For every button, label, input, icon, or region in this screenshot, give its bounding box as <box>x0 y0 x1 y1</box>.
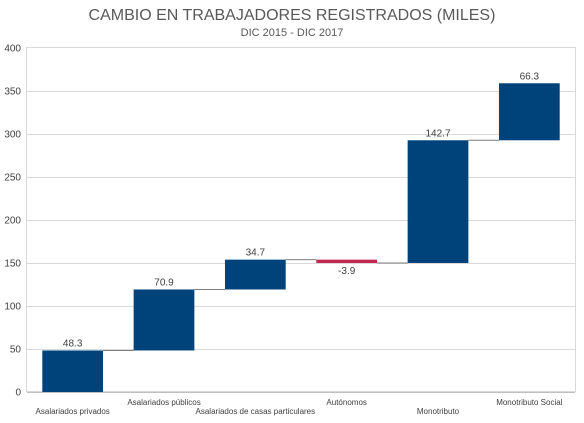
y-tick-label: 400 <box>4 44 21 55</box>
data-label: 70.9 <box>154 277 174 288</box>
x-category-label: Autónomos <box>326 398 366 407</box>
data-labels: 48.3 70.9 34.7 -3.9 142.7 66.3 <box>63 71 540 349</box>
chart-title: CAMBIO EN TRABAJADORES REGISTRADOS (MILE… <box>89 7 496 24</box>
bar <box>42 350 104 392</box>
y-tick-label: 0 <box>15 388 21 399</box>
data-label: 66.3 <box>520 71 540 82</box>
bar <box>133 289 195 351</box>
bar <box>498 83 560 141</box>
bar <box>407 140 469 263</box>
y-tick-label: 100 <box>4 302 21 313</box>
connector-lines <box>103 139 499 351</box>
bar <box>224 259 286 290</box>
y-tick-label: 350 <box>4 87 21 98</box>
chart-subtitle: DIC 2015 - DIC 2017 <box>241 27 344 39</box>
x-category-label: Asalariados de casas particulares <box>196 407 316 416</box>
x-category-label: Asalariados privados <box>36 407 110 416</box>
plot-area-border <box>26 47 576 392</box>
bar <box>316 259 378 263</box>
y-tick-label: 50 <box>10 345 22 356</box>
x-category-label: Monotributo Social <box>496 398 562 407</box>
x-category-label: Monotributo <box>417 407 460 416</box>
y-tick-label: 250 <box>4 173 21 184</box>
bars <box>42 83 560 392</box>
y-tick-label: 200 <box>4 216 21 227</box>
y-tick-label: 150 <box>4 259 21 270</box>
x-axis: Asalariados privados Asalariados públicos… <box>27 392 575 416</box>
data-label: 48.3 <box>63 338 83 349</box>
data-label: -3.9 <box>338 266 356 277</box>
y-tick-label: 300 <box>4 130 21 141</box>
y-axis: 0 50 100 150 200 250 300 350 400 <box>4 44 21 399</box>
x-category-label: Asalariados públicos <box>127 398 200 407</box>
data-label: 142.7 <box>425 128 450 139</box>
data-label: 34.7 <box>246 248 266 259</box>
gridlines <box>27 91 575 350</box>
